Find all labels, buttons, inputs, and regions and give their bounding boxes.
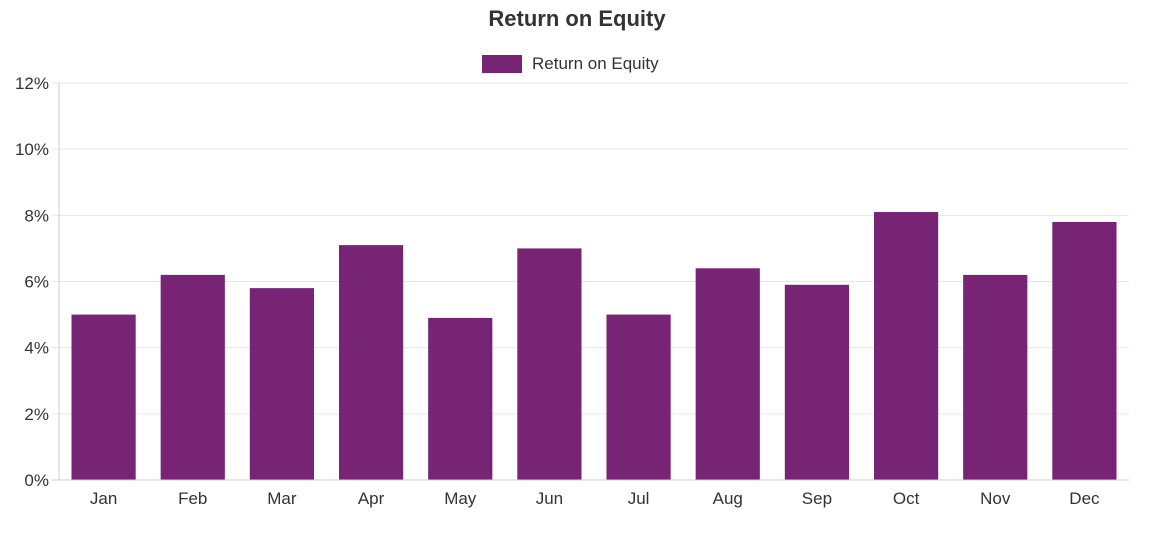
- bar[interactable]: [71, 314, 136, 480]
- x-tick-label: Mar: [267, 489, 297, 508]
- x-tick-label: Aug: [713, 489, 743, 508]
- bar[interactable]: [606, 314, 671, 480]
- x-tick-label: Jul: [628, 489, 650, 508]
- bar[interactable]: [873, 212, 939, 480]
- bar[interactable]: [1052, 221, 1117, 480]
- legend-swatch: [482, 55, 522, 73]
- y-tick-label: 6%: [24, 273, 49, 292]
- bars: [71, 212, 1117, 480]
- y-tick-label: 12%: [15, 74, 49, 93]
- x-tick-label: Nov: [980, 489, 1011, 508]
- bar[interactable]: [517, 248, 582, 480]
- legend[interactable]: Return on Equity: [482, 54, 659, 73]
- chart-title: Return on Equity: [488, 6, 666, 31]
- bar[interactable]: [695, 268, 760, 480]
- x-tick-label: Oct: [893, 489, 920, 508]
- bar[interactable]: [249, 288, 315, 480]
- x-tick-label: Feb: [178, 489, 207, 508]
- y-tick-label: 8%: [24, 206, 49, 225]
- bar[interactable]: [160, 274, 225, 480]
- y-tick-label: 2%: [24, 405, 49, 424]
- bar[interactable]: [784, 284, 850, 480]
- y-axis-tick-labels: 0% 2% 4% 6% 8% 10% 12%: [15, 74, 49, 490]
- y-tick-label: 4%: [24, 339, 49, 358]
- y-tick-label: 0%: [24, 471, 49, 490]
- x-tick-label: Jan: [90, 489, 117, 508]
- legend-label: Return on Equity: [532, 54, 659, 73]
- gridlines: [52, 82, 1129, 481]
- x-tick-label: Dec: [1069, 489, 1100, 508]
- x-tick-label: Jun: [536, 489, 563, 508]
- x-axis-tick-labels: Jan Feb Mar Apr May Jun Jul Aug Sep Oct Nov Dec: [90, 489, 1100, 508]
- x-tick-label: Apr: [358, 489, 385, 508]
- bar[interactable]: [428, 317, 493, 480]
- y-tick-label: 10%: [15, 140, 49, 159]
- bar[interactable]: [338, 245, 404, 480]
- x-tick-label: Sep: [802, 489, 832, 508]
- bar[interactable]: [963, 274, 1028, 480]
- x-tick-label: May: [444, 489, 477, 508]
